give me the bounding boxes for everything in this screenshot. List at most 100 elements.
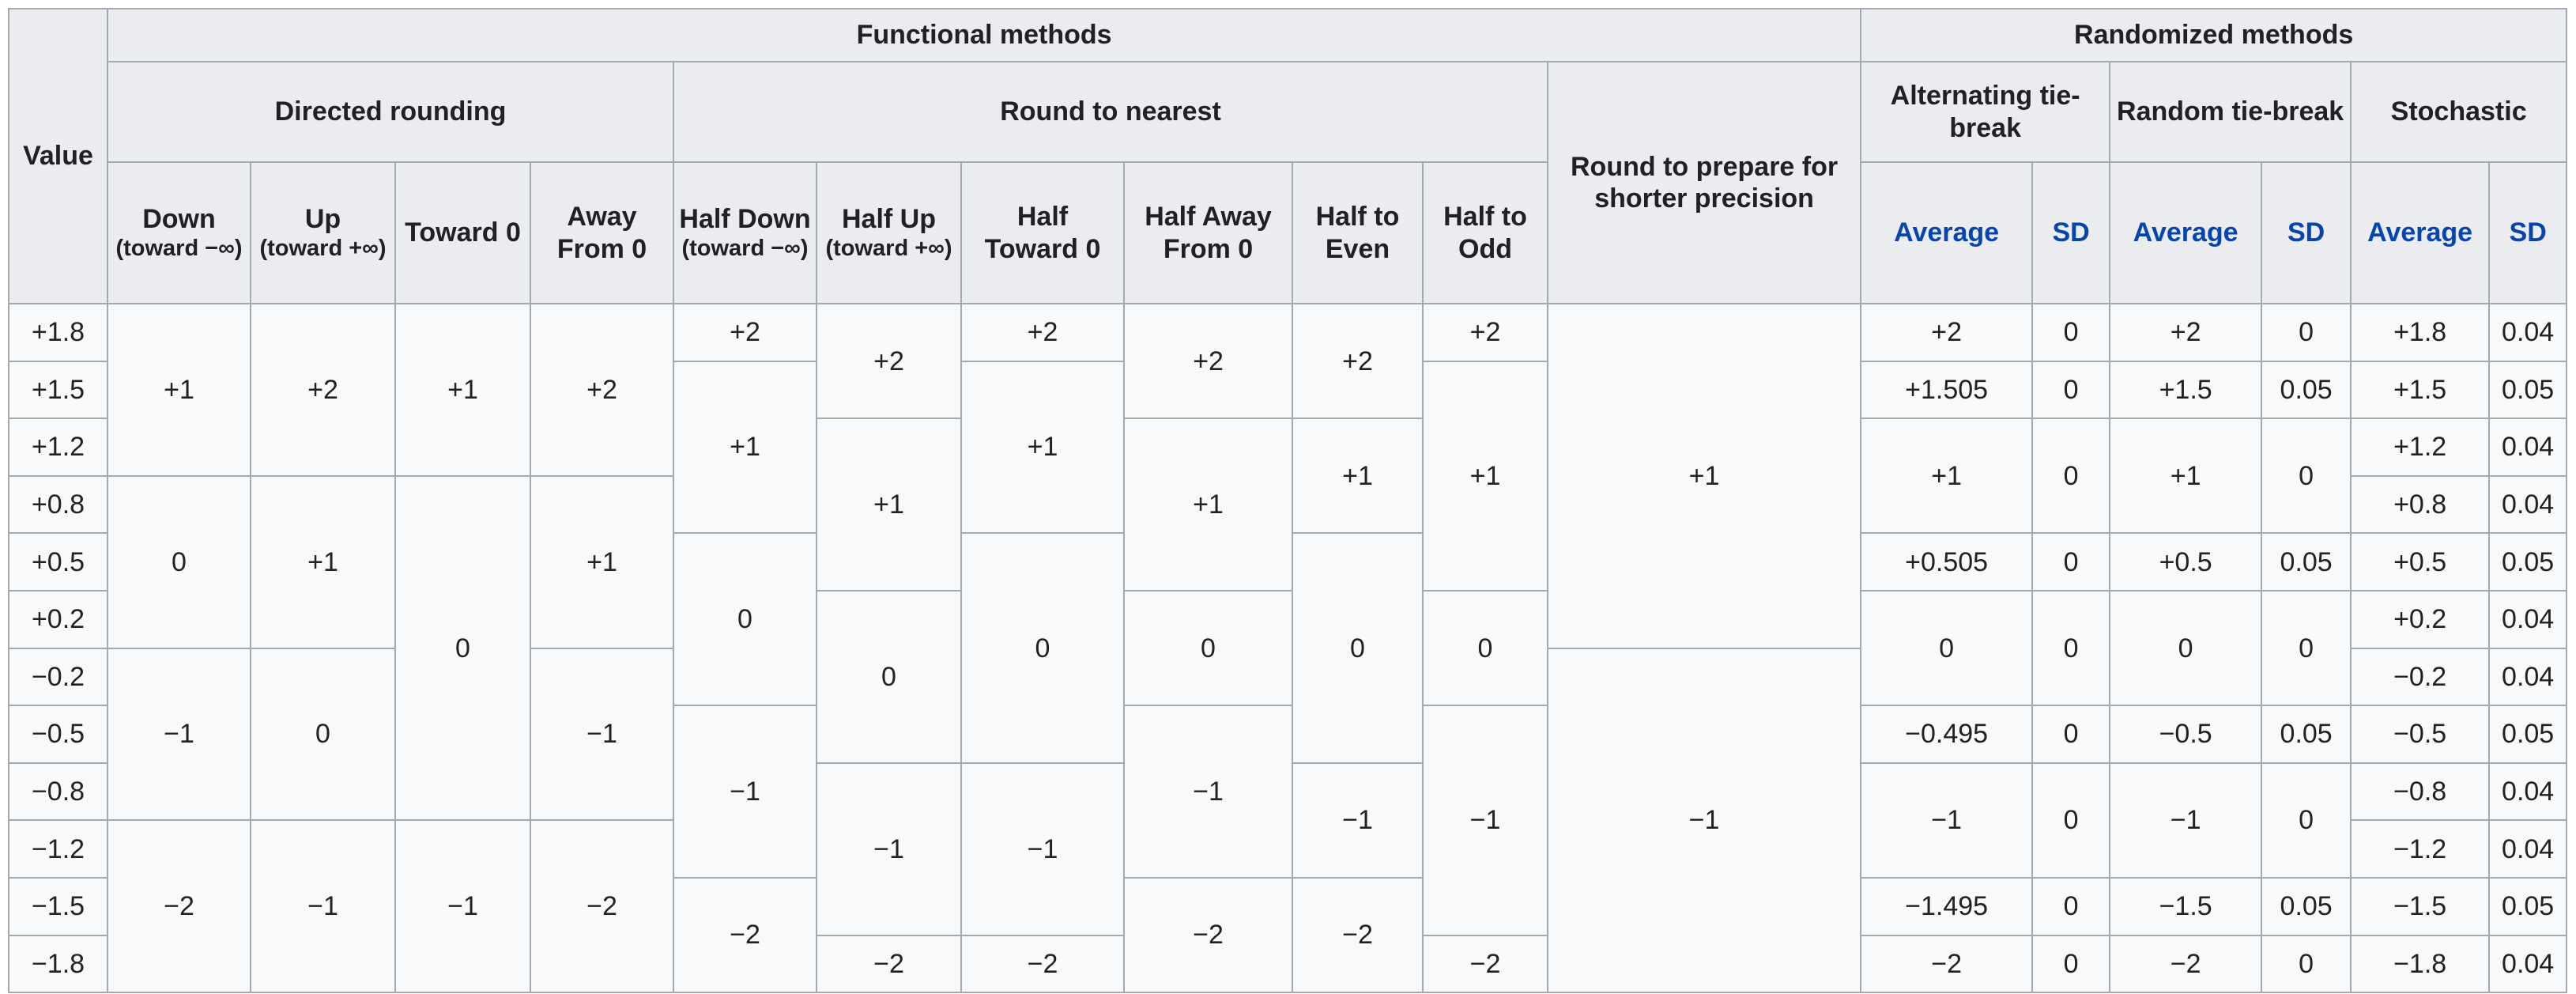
body-row: −0.8 −1 −1 −1 −1 0 −1 0 −0.8 0.04	[8, 762, 2568, 936]
table-cell: +2	[960, 303, 1125, 362]
header-cell: Half Away From 0	[1123, 161, 1293, 304]
body-row: +0.2 0 0 0 0 0 0 0 +0.2 0.04	[8, 589, 2568, 764]
table-cell: 0.04	[2488, 474, 2568, 535]
table-cell: 0.04	[2488, 934, 2568, 994]
table-cell: +1	[530, 474, 674, 649]
table-cell: −0.8	[2350, 762, 2491, 822]
table-cell: +1	[1546, 303, 1862, 649]
row-label: −1.5	[8, 876, 108, 936]
table-cell: −1.8	[2350, 934, 2491, 994]
body-row: −0.2 −1 0 −1 −1 −0.2 0.04	[8, 647, 2568, 994]
table-cell: 0	[2031, 418, 2111, 535]
table-cell: −1	[1422, 705, 1548, 936]
header-cell: Half Toward 0	[960, 161, 1125, 304]
body-row: −1.8 −2 −2 −2 −2 0 −2 0 −1.8 0.04	[8, 934, 2568, 994]
table-cell: 0.05	[2261, 876, 2352, 936]
header-text: Half to Odd	[1443, 202, 1527, 264]
table-cell: +1.5	[2109, 360, 2263, 420]
header-cell: SD	[2031, 161, 2111, 304]
table-cell: −1	[394, 819, 531, 994]
header-text: Away From 0	[556, 202, 647, 264]
header-note: (toward −∞)	[115, 236, 243, 262]
header-text: Toward 0	[405, 217, 521, 248]
header-cell: Away From 0	[530, 161, 674, 304]
header-cell: Half to Odd	[1422, 161, 1548, 304]
header-text: Up	[304, 204, 341, 235]
table-cell: +2	[816, 302, 962, 420]
header-cell: Round to prepare for shorter precision	[1546, 61, 1862, 304]
header-text: SD	[2052, 217, 2090, 248]
table-cell: 0	[1292, 532, 1424, 764]
table-cell: +1	[394, 303, 531, 477]
table-cell: −1	[530, 647, 674, 822]
table-cell: +0.505	[1860, 532, 2034, 591]
body-row: −1.2 −2 −1 −1 −2 −1.2 0.04	[8, 819, 2568, 994]
header-cell: Alternating tie-break	[1860, 61, 2111, 163]
header-cell: Stochastic	[2350, 61, 2568, 163]
table-cell: +1	[1422, 360, 1548, 591]
header-text: SD	[2509, 217, 2547, 248]
row-label: −1.2	[8, 819, 108, 879]
header-text: Stochastic	[2390, 96, 2527, 127]
table-cell: −0.495	[1860, 705, 2034, 764]
header-cell: Average	[1860, 161, 2034, 304]
row-label: +1.5	[8, 360, 108, 420]
row-label: −1.8	[8, 934, 108, 994]
header-row: Down (toward −∞) Up (toward +∞) Toward 0 Away…	[9, 161, 2568, 304]
row-label: +0.5	[8, 532, 108, 591]
table-cell: 0	[2031, 705, 2111, 764]
table-cell: +1	[816, 418, 962, 591]
table-cell: 0.05	[2488, 360, 2568, 420]
table-cell: −2	[530, 819, 674, 994]
header-text: Value	[23, 141, 93, 172]
table-cell: 0.04	[2488, 647, 2568, 707]
body-row: −1.5 −2 −2 −2 −1.495 0 −1.5 0.05 −1.5 0.05	[8, 876, 2568, 994]
header-text: Directed rounding	[274, 96, 507, 127]
table-cell: +2	[1123, 302, 1293, 420]
table-cell: −1	[1292, 762, 1424, 879]
rounding-table: Value Functional methods Randomized method…	[8, 8, 2568, 994]
table-cell: −1	[1123, 705, 1293, 879]
table-cell: 0	[1422, 589, 1548, 707]
table-cell: 0	[2031, 876, 2111, 936]
table-cell: 0	[673, 532, 817, 707]
table-cell: 0.04	[2488, 418, 2568, 477]
table-cell: −0.2	[2350, 647, 2491, 707]
header-text: Half Up	[842, 204, 936, 235]
table-cell: +1	[2109, 418, 2263, 535]
header-text: Average	[2133, 217, 2238, 248]
header-text: Half Down	[679, 204, 811, 235]
table-cell: +0.5	[2350, 532, 2491, 591]
table-cell: 0.04	[2488, 589, 2568, 649]
body-row: +1.5 +1 +1 +1 +1.505 0 +1.5 0.05 +1.5 0.05	[8, 360, 2568, 591]
header-row: Directed rounding Round to nearest Round t…	[9, 61, 2568, 304]
table-cell: 0.05	[2261, 705, 2352, 764]
table-cell: −1	[673, 705, 817, 879]
header-cell: Random tie-break	[2109, 61, 2352, 163]
table-cell: 0	[2031, 303, 2111, 362]
header-text: Average	[1894, 217, 2000, 248]
header-text: Randomized methods	[2074, 20, 2354, 51]
table-cell: 0	[2261, 934, 2352, 994]
table-cell: 0	[1123, 589, 1293, 707]
table-cell: +1	[673, 360, 817, 535]
table-cell: −2	[107, 819, 251, 994]
header-cell: SD	[2261, 161, 2352, 304]
table-cell: 0	[2261, 589, 2352, 707]
header-text: SD	[2287, 217, 2325, 248]
row-label: −0.5	[8, 705, 108, 764]
table-cell: +2	[1292, 302, 1424, 420]
table-cell: 0.05	[2488, 532, 2568, 591]
table-cell: +1	[960, 360, 1125, 535]
header-cell: Half Up (toward +∞)	[816, 161, 962, 304]
table-cell: −1	[1546, 647, 1862, 994]
table-cell: 0.05	[2488, 705, 2568, 764]
row-label: −0.2	[8, 647, 108, 707]
table-wrap: Value Functional methods Randomized method…	[8, 8, 2568, 994]
header-cell: Average	[2350, 161, 2491, 304]
table-cell: −1	[2109, 762, 2263, 879]
table-cell: 0	[960, 532, 1125, 764]
table-cell: −2	[1123, 876, 1293, 994]
table-cell: 0	[2031, 532, 2111, 591]
